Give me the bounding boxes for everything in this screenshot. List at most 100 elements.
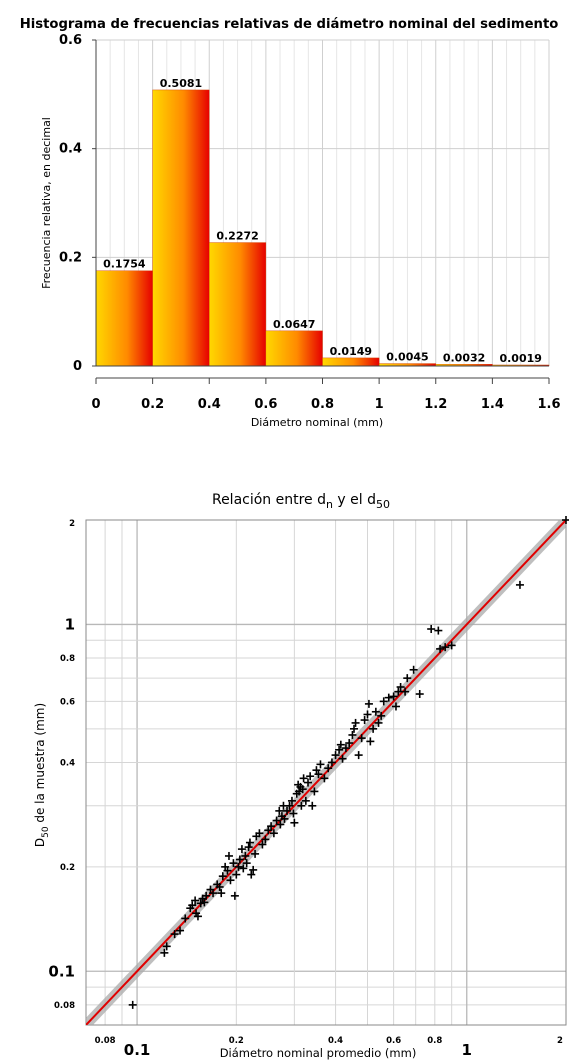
- data-point: [196, 899, 205, 908]
- data-point: [354, 751, 363, 760]
- data-point: [301, 796, 310, 805]
- x-tick-label: 2: [557, 1036, 563, 1046]
- data-point: [215, 882, 224, 891]
- data-point: [369, 724, 378, 733]
- histogram-title: Histograma de frecuencias relativas de d…: [20, 16, 559, 32]
- data-point: [299, 774, 308, 783]
- fit-group: [86, 520, 566, 1025]
- data-point: [427, 625, 436, 634]
- data-point: [341, 744, 350, 753]
- data-point: [327, 758, 336, 767]
- data-point: [276, 820, 285, 829]
- data-point: [181, 914, 190, 923]
- bar-value-label: 0.2272: [216, 230, 258, 243]
- x-tick-label: 0.8: [311, 397, 334, 412]
- scatter-svg: 0.08 0.1 0.2 0.4 0.6 0.8 1 2 0.08 0.1 0.2 0.4 0.6 0.8…: [33, 492, 569, 1060]
- data-point: [290, 818, 299, 827]
- histogram-bar: [95, 270, 153, 367]
- data-point: [237, 845, 246, 854]
- bar-value-label: 0.0019: [499, 352, 541, 365]
- y-tick-label: 0: [73, 359, 82, 374]
- x-tick-label: 0.2: [229, 1036, 244, 1046]
- data-point: [304, 778, 313, 787]
- data-point: [261, 835, 270, 844]
- histogram-y-label: Frecuencia relativa, en decimal: [40, 117, 53, 289]
- data-point: [247, 870, 256, 879]
- scatter-y-label: D50 de la muestra (mm): [33, 703, 51, 847]
- scatter-x-label: Diámetro nominal promedio (mm): [220, 1046, 417, 1060]
- x-tick-label: 1: [375, 397, 384, 412]
- data-point: [287, 796, 296, 805]
- x-tick-label: 1: [462, 1041, 472, 1059]
- x-tick-label: 0.4: [198, 397, 221, 412]
- data-point: [223, 866, 232, 875]
- data-point: [312, 766, 321, 775]
- data-point: [162, 942, 171, 951]
- fit-line: [86, 520, 566, 1025]
- data-point: [275, 806, 284, 815]
- data-point: [389, 692, 398, 701]
- data-point: [217, 889, 226, 898]
- data-point: [336, 740, 345, 749]
- data-point: [176, 926, 185, 935]
- data-point: [218, 872, 227, 881]
- data-point: [306, 772, 315, 781]
- y-tick-label: 0.4: [59, 142, 82, 157]
- histogram-bar: [209, 242, 267, 367]
- scatter-title: Relación entre dn y el d50: [212, 492, 390, 511]
- data-point: [244, 843, 253, 852]
- data-point: [298, 785, 307, 794]
- data-point: [235, 855, 244, 864]
- bar-value-label: 0.0647: [273, 318, 315, 331]
- data-point: [280, 814, 289, 823]
- data-point: [242, 859, 251, 868]
- y-tick-label: 1: [65, 615, 75, 633]
- data-point: [285, 801, 294, 810]
- data-point: [316, 760, 325, 769]
- y-tick-label: 0.1: [48, 962, 75, 980]
- histogram-bar: [265, 330, 323, 367]
- data-point: [191, 896, 200, 905]
- data-point: [441, 643, 450, 652]
- data-point: [351, 718, 360, 727]
- y-tick-label: 0.2: [59, 250, 82, 265]
- data-point: [403, 674, 412, 683]
- data-point: [384, 693, 393, 702]
- data-point: [308, 801, 317, 810]
- data-point: [409, 665, 418, 674]
- histogram-x-label: Diámetro nominal (mm): [251, 416, 383, 429]
- data-point: [331, 751, 340, 760]
- data-point: [255, 829, 264, 838]
- data-point: [447, 641, 456, 650]
- plot-frame: [85, 519, 567, 1026]
- data-point: [350, 724, 359, 733]
- x-tick-label: 0.1: [124, 1041, 151, 1059]
- histogram-svg: 0.1754 0.5081 0.2272 0.0647 0.0149 0.0045 0.00…: [20, 16, 561, 429]
- y-tick-label: 0.6: [59, 33, 82, 48]
- data-point: [251, 849, 260, 858]
- data-point: [209, 889, 218, 898]
- data-point: [202, 891, 211, 900]
- data-point: [160, 948, 169, 957]
- data-point: [234, 862, 243, 871]
- data-point: [258, 840, 267, 849]
- data-point: [324, 764, 333, 773]
- data-point: [310, 787, 319, 796]
- data-point: [170, 930, 179, 939]
- y-tick-label: 0.4: [60, 758, 75, 768]
- x-tick-label: 0.8: [427, 1036, 442, 1046]
- x-tick-label: 0.2: [141, 397, 164, 412]
- bar-value-label: 0.0032: [443, 351, 485, 364]
- data-point: [128, 1000, 137, 1009]
- data-point: [515, 580, 524, 589]
- data-point: [239, 864, 248, 873]
- data-point: [436, 644, 445, 653]
- data-point: [314, 770, 323, 779]
- data-point: [338, 754, 347, 763]
- y-tick-label: 0.2: [60, 863, 75, 873]
- data-point: [364, 699, 373, 708]
- data-point: [396, 683, 405, 692]
- histogram-bar: [322, 357, 380, 367]
- data-point: [415, 690, 424, 699]
- data-point: [245, 838, 254, 847]
